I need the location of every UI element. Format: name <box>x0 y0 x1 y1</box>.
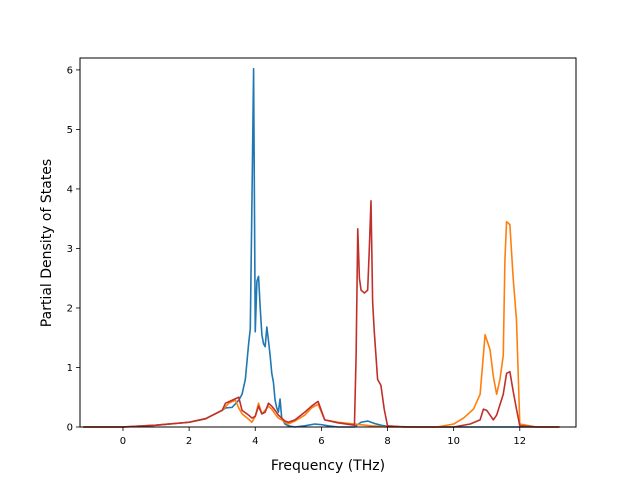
y-tick-label: 1 <box>67 363 73 374</box>
y-tick-label: 0 <box>67 423 73 434</box>
y-axis-title: Partial Density of States <box>39 159 55 327</box>
x-tick-label: 10 <box>447 436 460 447</box>
series-line-3 <box>83 200 560 428</box>
x-axis-title: Frequency (THz) <box>271 458 385 474</box>
x-tick-label: 12 <box>513 436 526 447</box>
series-line-1 <box>83 67 560 428</box>
x-tick-label: 6 <box>318 436 324 447</box>
plot-frame <box>79 57 577 428</box>
y-tick-label: 4 <box>67 184 73 195</box>
x-tick-label: 2 <box>186 436 192 447</box>
y-tick-label: 3 <box>67 244 73 255</box>
y-tick-label: 2 <box>67 303 73 314</box>
x-tick-label: 0 <box>120 436 126 447</box>
series-layer <box>83 67 560 428</box>
y-axis-ticks: 0 1 2 3 4 5 6 <box>67 65 80 434</box>
x-axis-ticks: 0 2 4 6 8 10 12 <box>120 427 526 447</box>
y-tick-label: 5 <box>67 125 73 136</box>
y-tick-label: 6 <box>67 65 73 76</box>
x-tick-label: 8 <box>384 436 390 447</box>
x-tick-label: 4 <box>252 436 258 447</box>
series-line-2 <box>83 220 560 428</box>
